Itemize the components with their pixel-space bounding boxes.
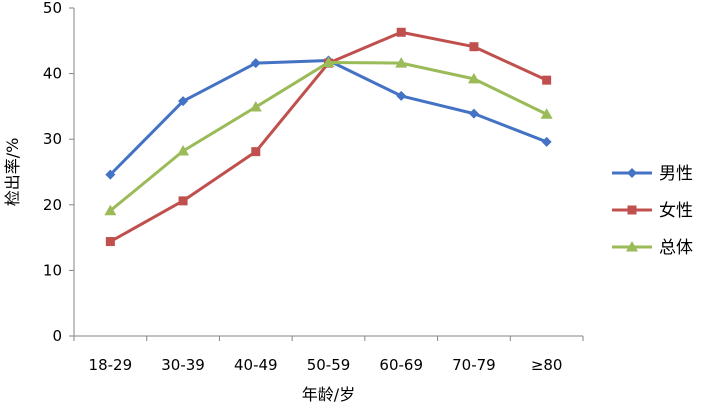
y-tick-label: 20 <box>43 196 62 214</box>
y-tick-label: 50 <box>43 0 62 17</box>
series-line <box>108 60 549 213</box>
legend-label: 男性 <box>659 164 693 184</box>
data-point <box>395 57 408 68</box>
data-point <box>250 58 261 69</box>
legend-item: 男性 <box>612 164 693 184</box>
x-axis-title: 年龄/岁 <box>302 385 355 404</box>
data-point <box>540 108 553 119</box>
data-point <box>249 101 262 112</box>
x-tick-label: ≥80 <box>531 356 563 374</box>
data-point <box>322 56 335 67</box>
data-point <box>469 42 479 52</box>
data-point <box>105 169 116 180</box>
y-tick-label: 30 <box>43 130 62 148</box>
legend-marker <box>627 205 637 215</box>
legend-marker <box>626 241 638 252</box>
x-tick-label: 18-29 <box>89 356 133 374</box>
x-tick-label: 60-69 <box>379 356 423 374</box>
data-point <box>178 96 189 107</box>
data-point <box>177 145 190 156</box>
data-point <box>542 75 552 85</box>
data-point <box>251 147 261 157</box>
y-tick-label: 40 <box>43 65 62 83</box>
y-tick-label: 0 <box>52 327 62 345</box>
data-point <box>541 136 552 147</box>
x-tick-label: 30-39 <box>161 356 205 374</box>
data-point <box>396 90 407 101</box>
y-tick-label: 10 <box>43 261 62 279</box>
legend-label: 女性 <box>659 201 693 221</box>
x-axis: 18-29 30-39 40-49 50-59 60-69 70-79 ≥80 <box>73 335 584 374</box>
legend-item: 总体 <box>612 238 693 258</box>
series-layer <box>104 27 553 247</box>
data-point <box>467 72 480 84</box>
legend-item: 女性 <box>612 201 693 221</box>
y-axis: 0 10 20 30 40 50 <box>43 0 75 345</box>
data-point <box>104 204 117 216</box>
y-axis-title: 检出率/% <box>3 138 22 207</box>
x-tick-label: 40-49 <box>234 356 278 374</box>
legend-label: 总体 <box>659 238 693 258</box>
x-tick-label: 70-79 <box>452 356 496 374</box>
series-3 <box>104 56 553 216</box>
data-point <box>178 196 188 206</box>
x-tick-label: 50-59 <box>307 356 351 374</box>
legend-marker <box>627 168 637 178</box>
data-point <box>396 27 406 37</box>
data-point <box>468 108 479 119</box>
data-point <box>105 237 115 247</box>
